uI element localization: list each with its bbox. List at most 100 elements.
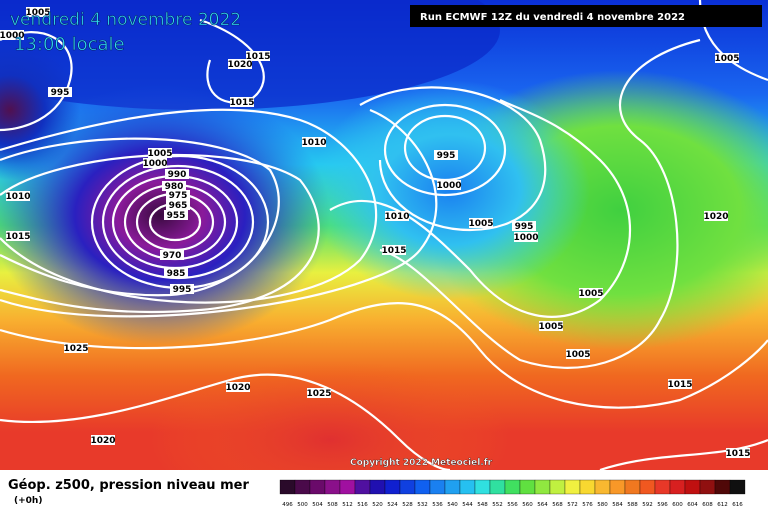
colorbar-cell <box>669 479 686 495</box>
isobar-label: 1000 <box>513 233 538 243</box>
label-bg <box>307 388 331 398</box>
colorbar-cell <box>474 479 491 495</box>
label-bg <box>302 137 326 147</box>
colorbar-cell <box>549 479 566 495</box>
isobar-label: 1015 <box>5 232 30 242</box>
isobar-label: 1015 <box>229 98 254 108</box>
label-bg <box>514 232 538 242</box>
colorbar-cell <box>339 479 356 495</box>
legend-title: Géop. z500, pression niveau mer <box>8 478 249 493</box>
isobar-label: 1020 <box>703 212 728 222</box>
isobar-label: 1005 <box>538 322 563 332</box>
isobar-label: 1005 <box>147 149 172 159</box>
isobar-label: 1005 <box>468 219 493 229</box>
isobar-label: 1015 <box>667 380 692 390</box>
copyright: Copyright 2022 Meteociel.fr <box>350 458 493 468</box>
colorbar-cell <box>399 479 416 495</box>
colorbar-cell <box>294 479 311 495</box>
colorbar-label: 548 <box>477 502 488 508</box>
label-bg <box>437 180 461 190</box>
colorbar-label: 564 <box>537 502 548 508</box>
label-bg <box>148 148 172 158</box>
label-bg <box>170 284 194 294</box>
colorbar-label: 532 <box>417 502 428 508</box>
isobar-label: 1010 <box>384 212 409 222</box>
isobar-label: 1015 <box>725 449 750 459</box>
colorbar-label: 568 <box>552 502 563 508</box>
colorbar-cell <box>534 479 551 495</box>
colorbar-label: 520 <box>372 502 383 508</box>
colorbar-label: 588 <box>627 502 638 508</box>
isobar-label: 1005 <box>714 54 739 64</box>
isobar-label: 985 <box>167 269 186 279</box>
colorbar-label: 584 <box>612 502 623 508</box>
isobar-label: 1010 <box>301 138 326 148</box>
label-bg <box>0 30 24 40</box>
label-bg <box>64 343 88 353</box>
date-title: vendredi 4 novembre 2022 <box>10 10 241 30</box>
isobar-label: 1005 <box>565 350 590 360</box>
colorbar-label: 552 <box>492 502 503 508</box>
isobar-label: 995 <box>51 88 70 98</box>
label-bg <box>166 200 190 210</box>
label-bg <box>246 51 270 61</box>
colorbar-cell <box>654 479 671 495</box>
colorbar-cell <box>489 479 506 495</box>
colorbar-cell <box>444 479 461 495</box>
colorbar-cell <box>729 479 746 495</box>
colorbar-cell <box>309 479 326 495</box>
colorbar-cell <box>369 479 386 495</box>
isobar-label: 1000 <box>0 31 25 41</box>
colorbar-cell <box>579 479 596 495</box>
colorbar-label: 592 <box>642 502 653 508</box>
isobar-label: 965 <box>169 201 188 211</box>
colorbar-label: 540 <box>447 502 458 508</box>
colorbar-cell <box>504 479 521 495</box>
label-bg <box>165 169 189 179</box>
colorbar-label: 600 <box>672 502 683 508</box>
label-bg <box>26 7 50 17</box>
colorbar-label: 512 <box>342 502 353 508</box>
label-bg <box>704 211 728 221</box>
isobar-label: 1025 <box>63 344 88 354</box>
colorbar-cell <box>714 479 731 495</box>
label-bg <box>715 53 739 63</box>
colorbar-cell <box>384 479 401 495</box>
colorbar-label: 576 <box>582 502 593 508</box>
colorbar-cell <box>639 479 656 495</box>
colorbar-label: 560 <box>522 502 533 508</box>
colorbar-cell <box>699 479 716 495</box>
run-box <box>410 5 762 27</box>
isobar-label: 970 <box>163 251 182 261</box>
colorbar-label: 572 <box>567 502 578 508</box>
label-bg <box>539 321 563 331</box>
colorbar-cell <box>564 479 581 495</box>
label-bg <box>228 59 252 69</box>
colorbar-label: 536 <box>432 502 443 508</box>
colorbar-cell <box>459 479 476 495</box>
label-bg <box>566 349 590 359</box>
isobar-label: 1020 <box>225 383 250 393</box>
isobar-label: 1020 <box>90 436 115 446</box>
label-bg <box>512 221 536 231</box>
isobar-label: 995 <box>173 285 192 295</box>
run-label: Run ECMWF 12Z du vendredi 4 novembre 202… <box>420 12 685 23</box>
colorbar-label: 616 <box>732 502 743 508</box>
colorbar-label: 608 <box>702 502 713 508</box>
legend-step: (+0h) <box>14 496 42 506</box>
isobar-label: 1020 <box>227 60 252 70</box>
isobar-label: 995 <box>437 151 456 161</box>
isobar-label: 1000 <box>436 181 461 191</box>
colorbar-label: 604 <box>687 502 698 508</box>
time-title: 13:00 locale <box>14 34 125 55</box>
colorbar-cell <box>429 479 446 495</box>
isobar-label: 995 <box>515 222 534 232</box>
label-bg <box>382 245 406 255</box>
label-bg <box>91 435 115 445</box>
colorbar-label: 516 <box>357 502 368 508</box>
colorbar-label: 580 <box>597 502 608 508</box>
label-bg <box>726 448 750 458</box>
label-bg <box>469 218 493 228</box>
colorbar-cell <box>324 479 341 495</box>
label-bg <box>164 210 188 220</box>
